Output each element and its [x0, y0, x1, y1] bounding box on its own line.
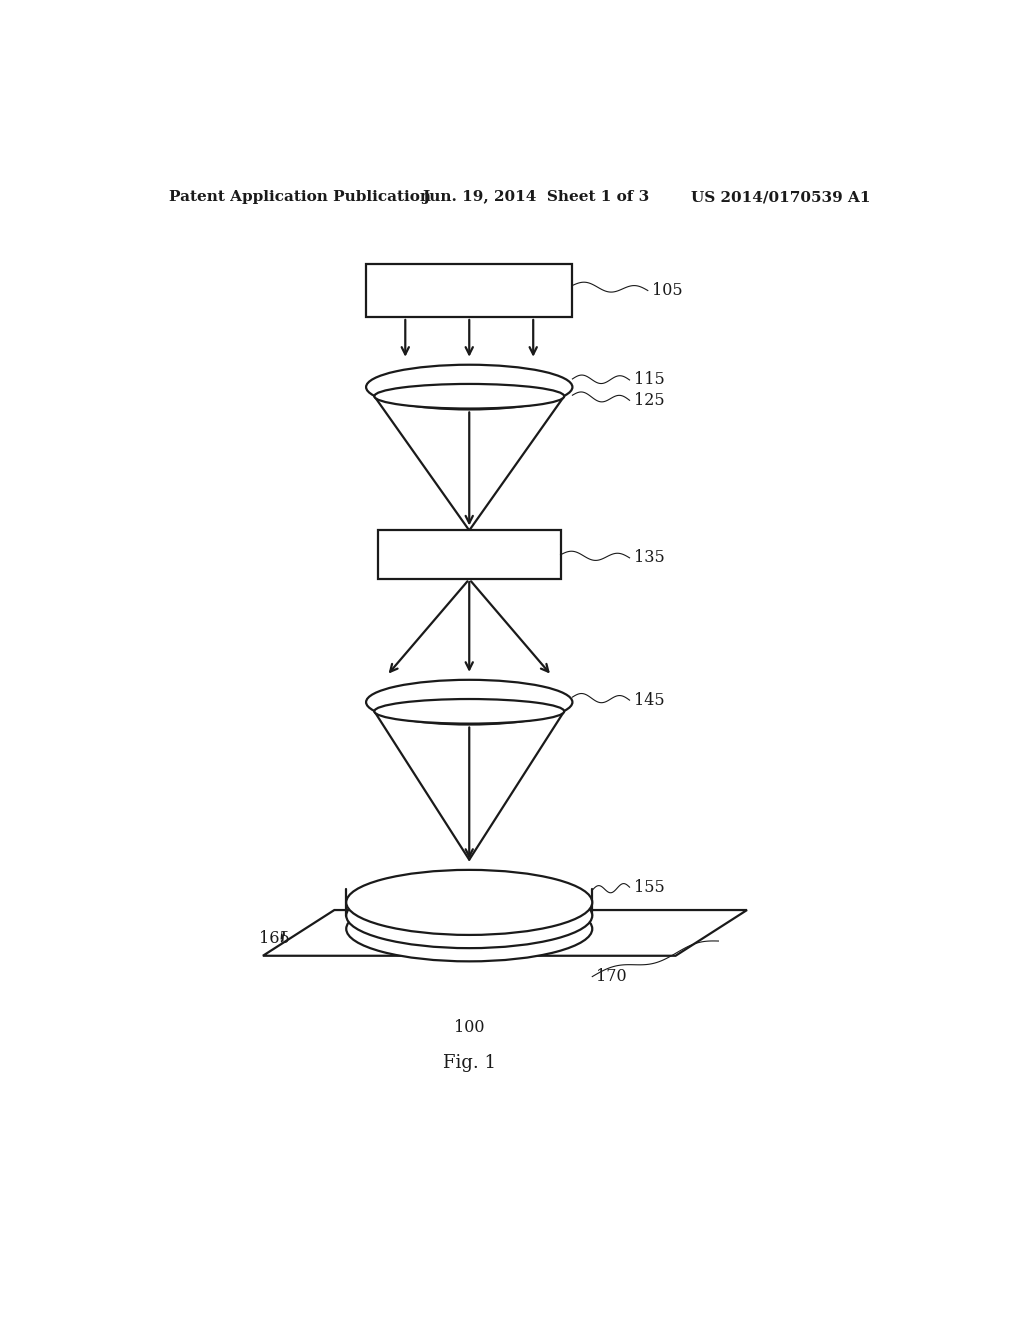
Ellipse shape — [375, 700, 564, 723]
Ellipse shape — [346, 896, 592, 961]
Text: 105: 105 — [652, 282, 682, 300]
Text: 100: 100 — [454, 1019, 484, 1036]
Bar — [367, 264, 572, 317]
Ellipse shape — [375, 384, 564, 408]
Text: 115: 115 — [634, 371, 665, 388]
Text: 155: 155 — [634, 879, 665, 896]
Bar — [378, 531, 560, 579]
Text: Fig. 1: Fig. 1 — [442, 1053, 496, 1072]
Polygon shape — [263, 909, 746, 956]
Text: 170: 170 — [596, 968, 627, 985]
Text: Patent Application Publication: Patent Application Publication — [169, 190, 431, 205]
Text: US 2014/0170539 A1: US 2014/0170539 A1 — [691, 190, 871, 205]
Text: 165: 165 — [259, 931, 290, 948]
Text: Jun. 19, 2014  Sheet 1 of 3: Jun. 19, 2014 Sheet 1 of 3 — [422, 190, 649, 205]
Text: 125: 125 — [634, 392, 665, 409]
Text: 135: 135 — [634, 549, 665, 566]
Ellipse shape — [367, 364, 572, 409]
Ellipse shape — [367, 680, 572, 725]
Text: 145: 145 — [634, 692, 665, 709]
Ellipse shape — [346, 883, 592, 948]
Ellipse shape — [346, 870, 592, 935]
